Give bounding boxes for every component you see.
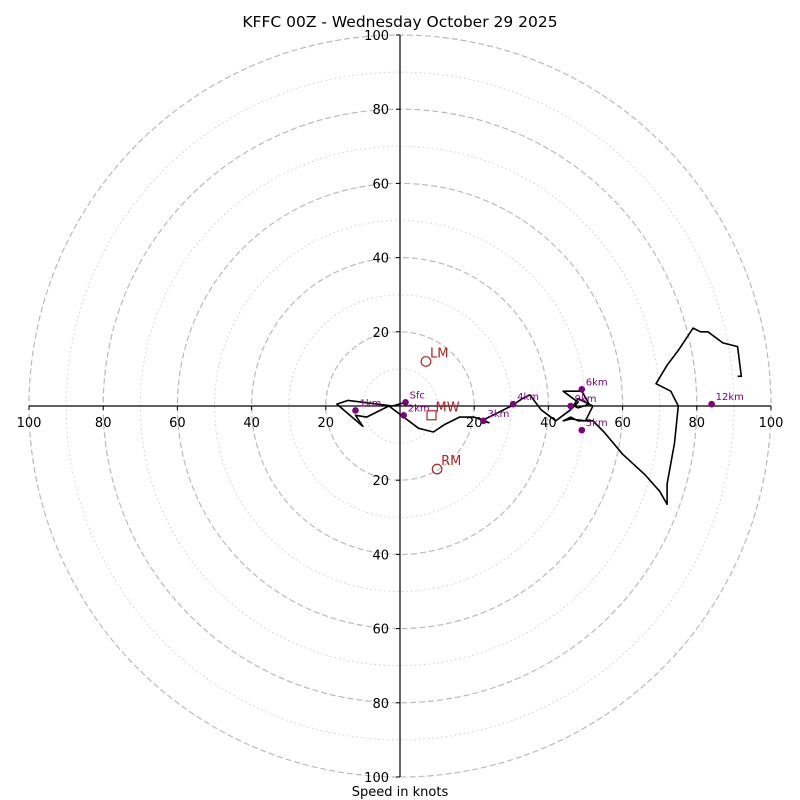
x-tick-label: 60 (169, 416, 186, 431)
hodograph-trace-group (336, 327, 743, 506)
height-marker-label: Sfc (410, 390, 425, 401)
height-marker-label: 5km (586, 418, 608, 429)
height-marker-label: 6km (586, 377, 608, 388)
height-marker-label: 3km (487, 409, 509, 420)
x-tick-label: 100 (17, 416, 42, 431)
height-marker-2km (400, 411, 408, 419)
y-tick-label: 40 (372, 548, 389, 563)
height-marker-label: 1km (359, 398, 381, 409)
y-tick-label: 60 (372, 623, 389, 638)
height-marker-label: 9km (575, 394, 597, 405)
chart-title: KFFC 00Z - Wednesday October 29 2025 (242, 13, 557, 31)
height-marker-sfc (402, 398, 409, 406)
storm-motion-lm (420, 356, 432, 367)
x-tick-label: 100 (759, 416, 784, 431)
storm-motion-mw (426, 410, 437, 421)
height-marker-12km (708, 400, 715, 408)
height-markers: Sfc 1km 2km 3km 4km 5km 6km 9km 12km (352, 377, 744, 434)
x-tick-label: 60 (614, 416, 631, 431)
storm-motion-rm (431, 463, 443, 475)
tick-labels: 100 80 60 40 20 20 40 60 80 100 100 80 60 40 20 20 40 60 8… (17, 29, 784, 786)
hodograph-trace (336, 327, 743, 506)
height-marker-label: 2km (408, 403, 430, 414)
x-axis-label: Speed in knots (352, 785, 449, 800)
height-marker-label: 4km (517, 392, 539, 403)
y-tick-label: 80 (372, 697, 389, 712)
x-tick-label: 80 (95, 416, 112, 431)
x-tick-label: 20 (318, 416, 335, 431)
height-marker-6km (578, 386, 586, 393)
storm-motion-label: MW (436, 400, 460, 415)
height-marker-3km (480, 417, 487, 425)
height-marker-5km (578, 426, 586, 434)
x-tick-label: 20 (466, 416, 483, 431)
height-marker-4km (509, 400, 517, 408)
storm-motion-markers: LM MW RM (420, 346, 461, 475)
y-tick-label: 100 (364, 771, 389, 786)
y-tick-label: 100 (364, 29, 389, 44)
x-tick-label: 80 (689, 416, 706, 431)
axes (29, 35, 771, 777)
x-tick-label: 40 (540, 416, 557, 431)
height-marker-9km (567, 402, 574, 410)
y-tick-label: 40 (372, 252, 389, 267)
y-tick-label: 20 (372, 326, 389, 341)
y-tick-label: 20 (372, 474, 389, 489)
height-marker-1km (352, 407, 359, 414)
x-tick-label: 40 (243, 416, 260, 431)
y-tick-label: 60 (372, 177, 389, 192)
storm-motion-label: RM (441, 454, 461, 469)
storm-motion-label: LM (430, 346, 448, 361)
height-marker-label: 12km (716, 392, 744, 403)
y-tick-label: 80 (372, 103, 389, 118)
